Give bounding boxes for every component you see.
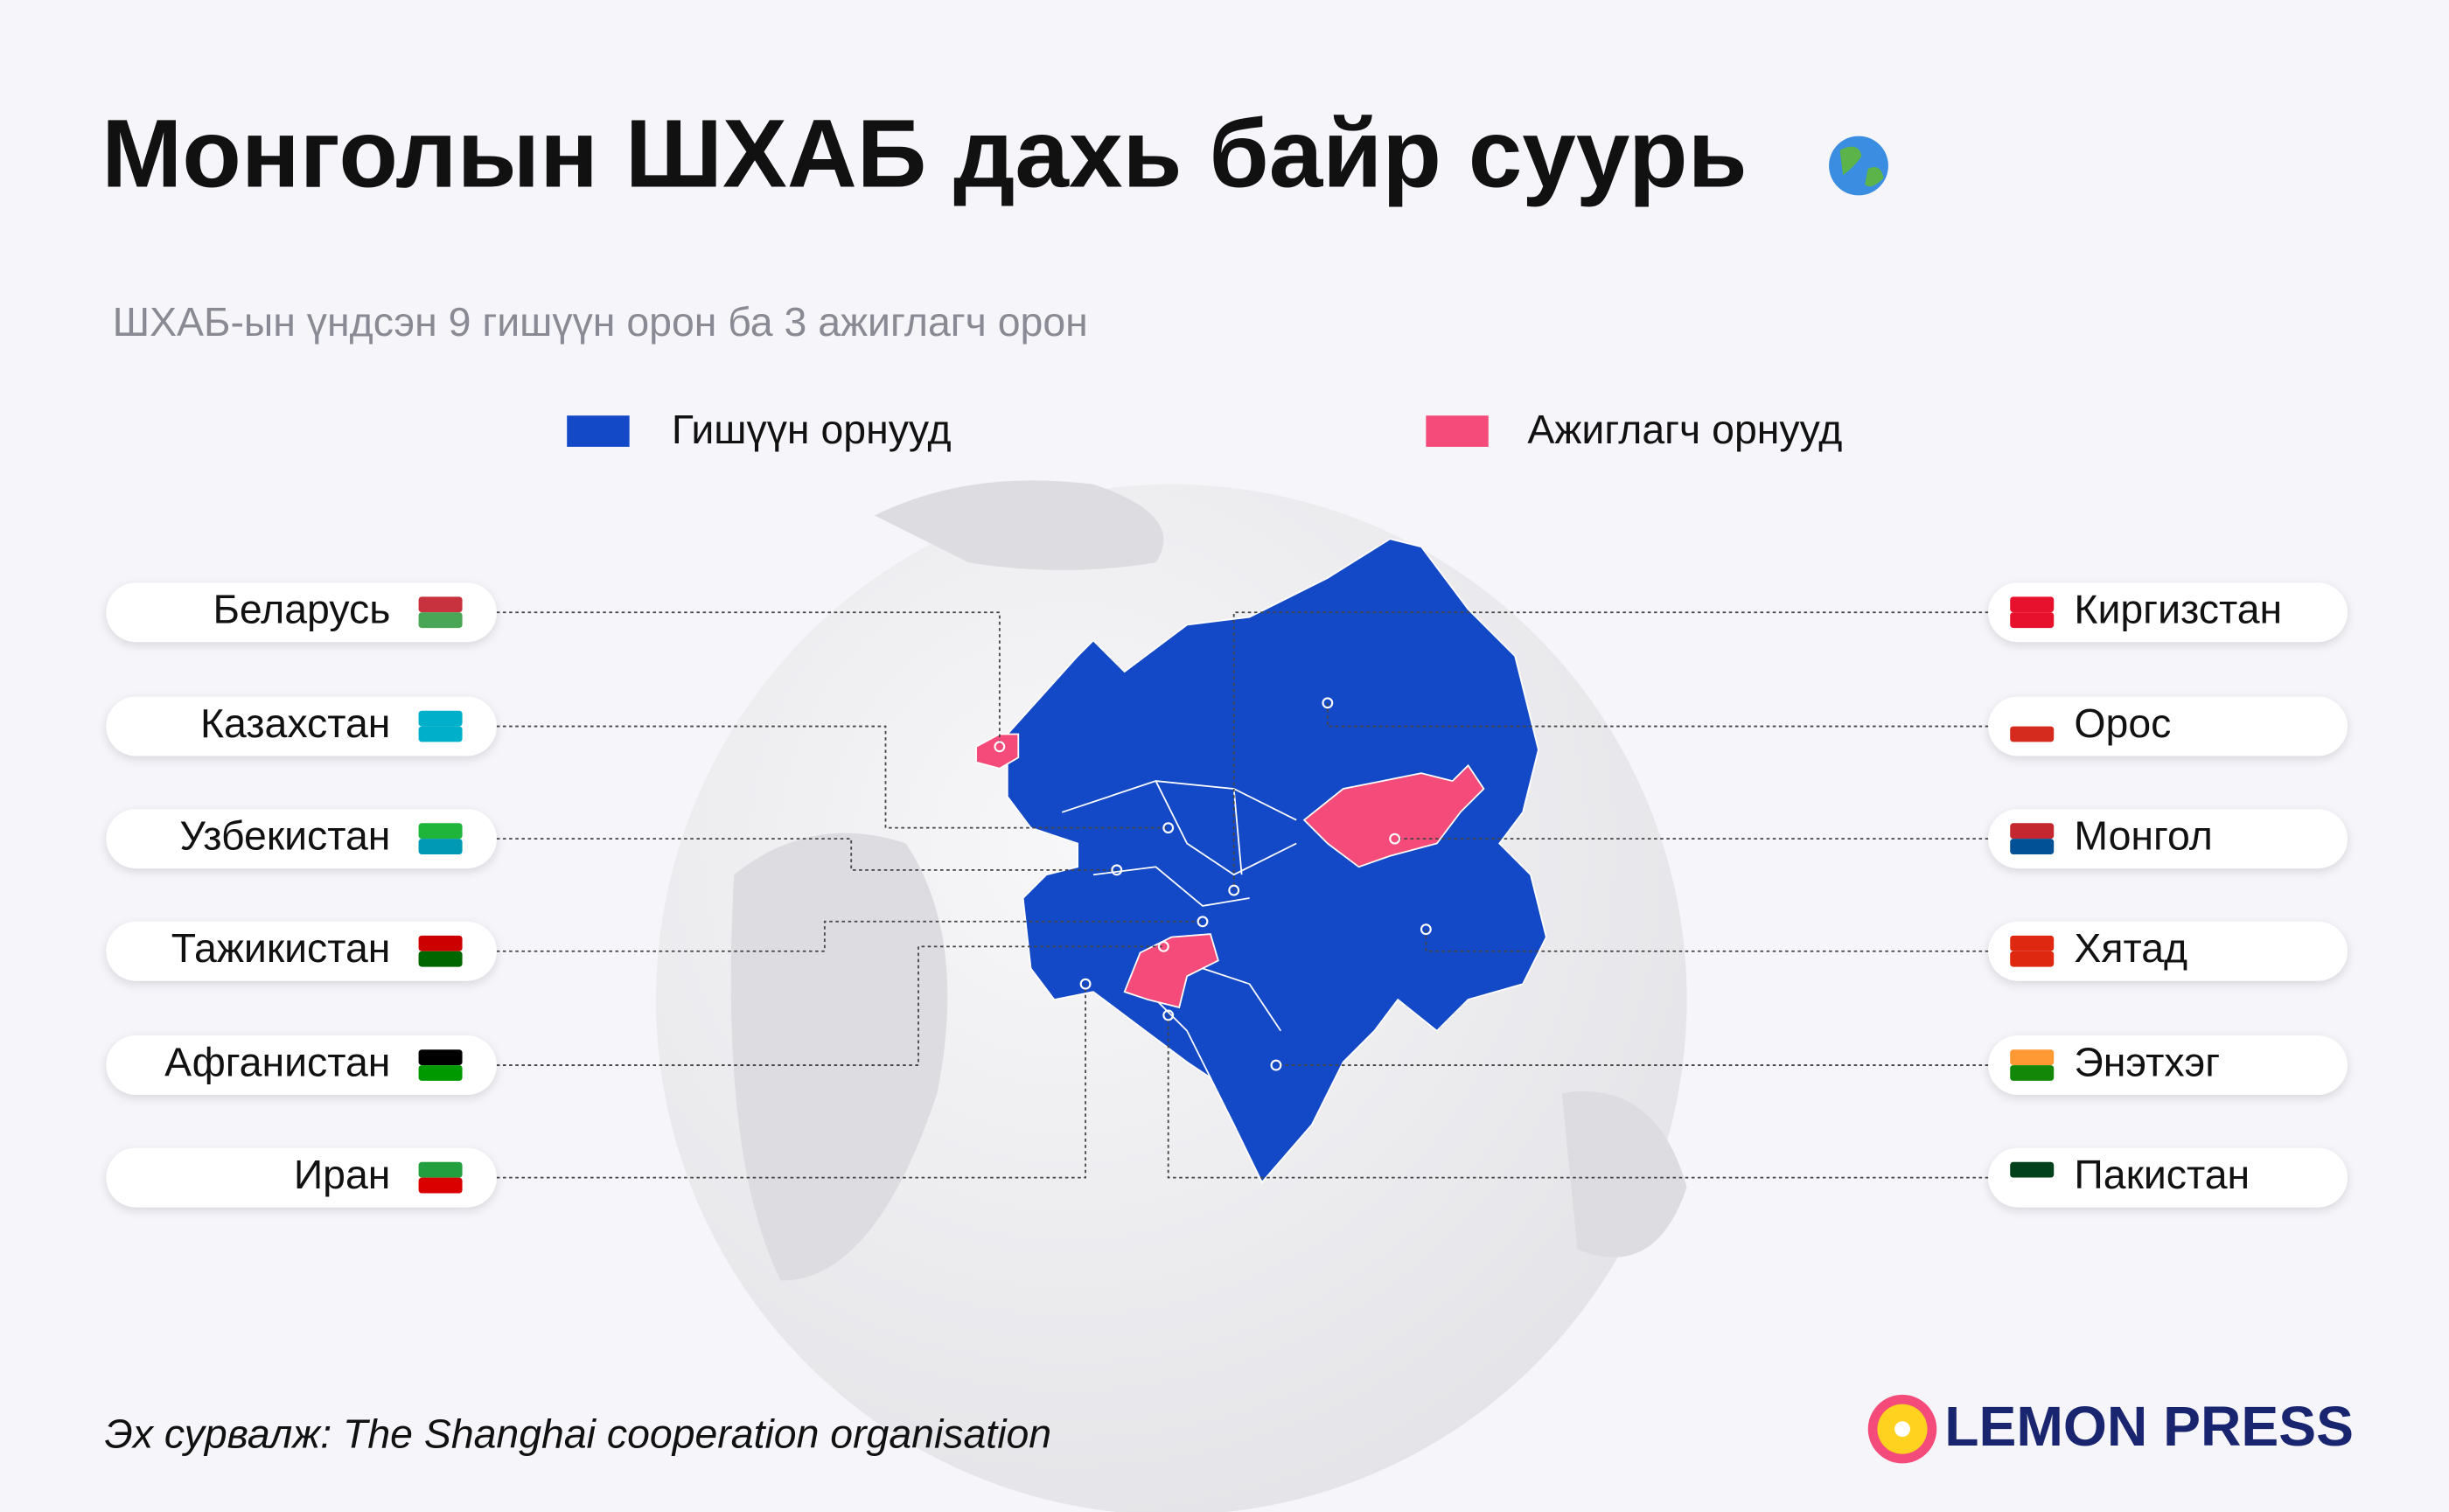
connector <box>496 725 1169 829</box>
location-dot <box>1389 833 1401 845</box>
legend-swatch <box>567 415 630 447</box>
flag <box>2010 1161 2055 1178</box>
connector <box>1326 702 1989 728</box>
flag <box>2010 935 2055 951</box>
location-dot <box>1157 940 1169 952</box>
country-label: Хятад <box>2074 925 2187 971</box>
country-label: Энэтхэг <box>2074 1039 2220 1084</box>
location-dot <box>1079 978 1092 990</box>
country-label: Узбекистан <box>179 812 390 858</box>
country-label: Афганистан <box>164 1039 390 1084</box>
country-label: Киргизстан <box>2074 586 2282 631</box>
connector <box>496 945 1164 1066</box>
label-pill <box>1988 696 2348 756</box>
flag <box>418 935 463 951</box>
connector <box>496 984 1086 1179</box>
brand-logo <box>1867 1394 1937 1464</box>
location-dot <box>994 741 1006 753</box>
flag <box>418 823 463 840</box>
borders <box>1062 780 1297 1078</box>
flag <box>418 951 463 967</box>
country-label: Беларусь <box>213 586 390 631</box>
legend-label: Гишүүн орнууд <box>672 407 952 452</box>
flag <box>418 726 463 742</box>
flag <box>2010 596 2055 613</box>
label-pill <box>106 696 497 756</box>
globe-icon <box>1829 136 1888 196</box>
flag <box>418 596 463 613</box>
legend-swatch <box>1426 415 1489 447</box>
label-pill <box>1988 1147 2348 1208</box>
label-pill <box>1988 921 2348 981</box>
flag <box>2010 1049 2055 1066</box>
brand: LEMON PRESS <box>1944 1395 2354 1458</box>
label-pill <box>1988 1035 2348 1095</box>
flag <box>418 710 463 727</box>
location-dot <box>1162 1009 1175 1021</box>
connector <box>1232 611 1989 891</box>
label-pill <box>106 582 497 643</box>
country-label: Тажикистан <box>171 925 391 971</box>
subtitle: ШХАБ-ын үндсэн 9 гишүүн орон ба 3 ажигла… <box>113 299 1088 345</box>
flag <box>418 612 463 629</box>
country-label: Орос <box>2074 700 2171 746</box>
label-pill <box>1988 582 2348 643</box>
connector <box>1425 929 1989 952</box>
flag <box>418 1065 463 1081</box>
connector <box>496 920 1203 952</box>
flag <box>2010 726 2055 742</box>
legend-label: Ажиглагч орнууд <box>1527 407 1842 452</box>
land-background <box>730 480 1687 1281</box>
country-label: Монгол <box>2074 812 2212 858</box>
location-dot <box>1228 884 1240 896</box>
connector <box>496 611 1001 747</box>
label-pill <box>106 1147 497 1208</box>
observer-region <box>1302 763 1485 868</box>
flag <box>2010 1177 2055 1194</box>
connector <box>1167 1014 1989 1179</box>
flag <box>2010 839 2055 854</box>
source: Эх сурвалж: The Shanghai cooperation org… <box>105 1411 1051 1456</box>
flag <box>2010 1065 2055 1081</box>
label-pill <box>106 921 497 981</box>
flag <box>2010 951 2055 967</box>
country-label: Иран <box>294 1152 391 1197</box>
label-pill <box>106 1035 497 1095</box>
connector <box>496 838 1117 871</box>
label-pill <box>106 809 497 869</box>
location-dot <box>1111 864 1123 876</box>
flag <box>418 1177 463 1194</box>
location-dot <box>1270 1059 1282 1071</box>
flag <box>2010 823 2055 840</box>
location-dot <box>1322 697 1334 709</box>
flag <box>418 839 463 854</box>
labels: Беларусь Казахстан Узбекистан Тажикистан Афг… <box>106 582 2348 1208</box>
location-dot <box>1197 916 1209 928</box>
location-dot <box>1162 822 1175 834</box>
flag <box>418 1161 463 1178</box>
country-label: Пакистан <box>2074 1152 2250 1197</box>
observer-region <box>1123 933 1219 1009</box>
flag <box>418 1049 463 1066</box>
location-dot <box>1420 923 1432 936</box>
label-pill <box>1988 809 2348 869</box>
title: Монголын ШХАБ дахь байр суурь <box>101 100 1748 207</box>
country-label: Казахстан <box>200 700 390 746</box>
flag <box>2010 710 2055 727</box>
flag <box>2010 612 2055 629</box>
